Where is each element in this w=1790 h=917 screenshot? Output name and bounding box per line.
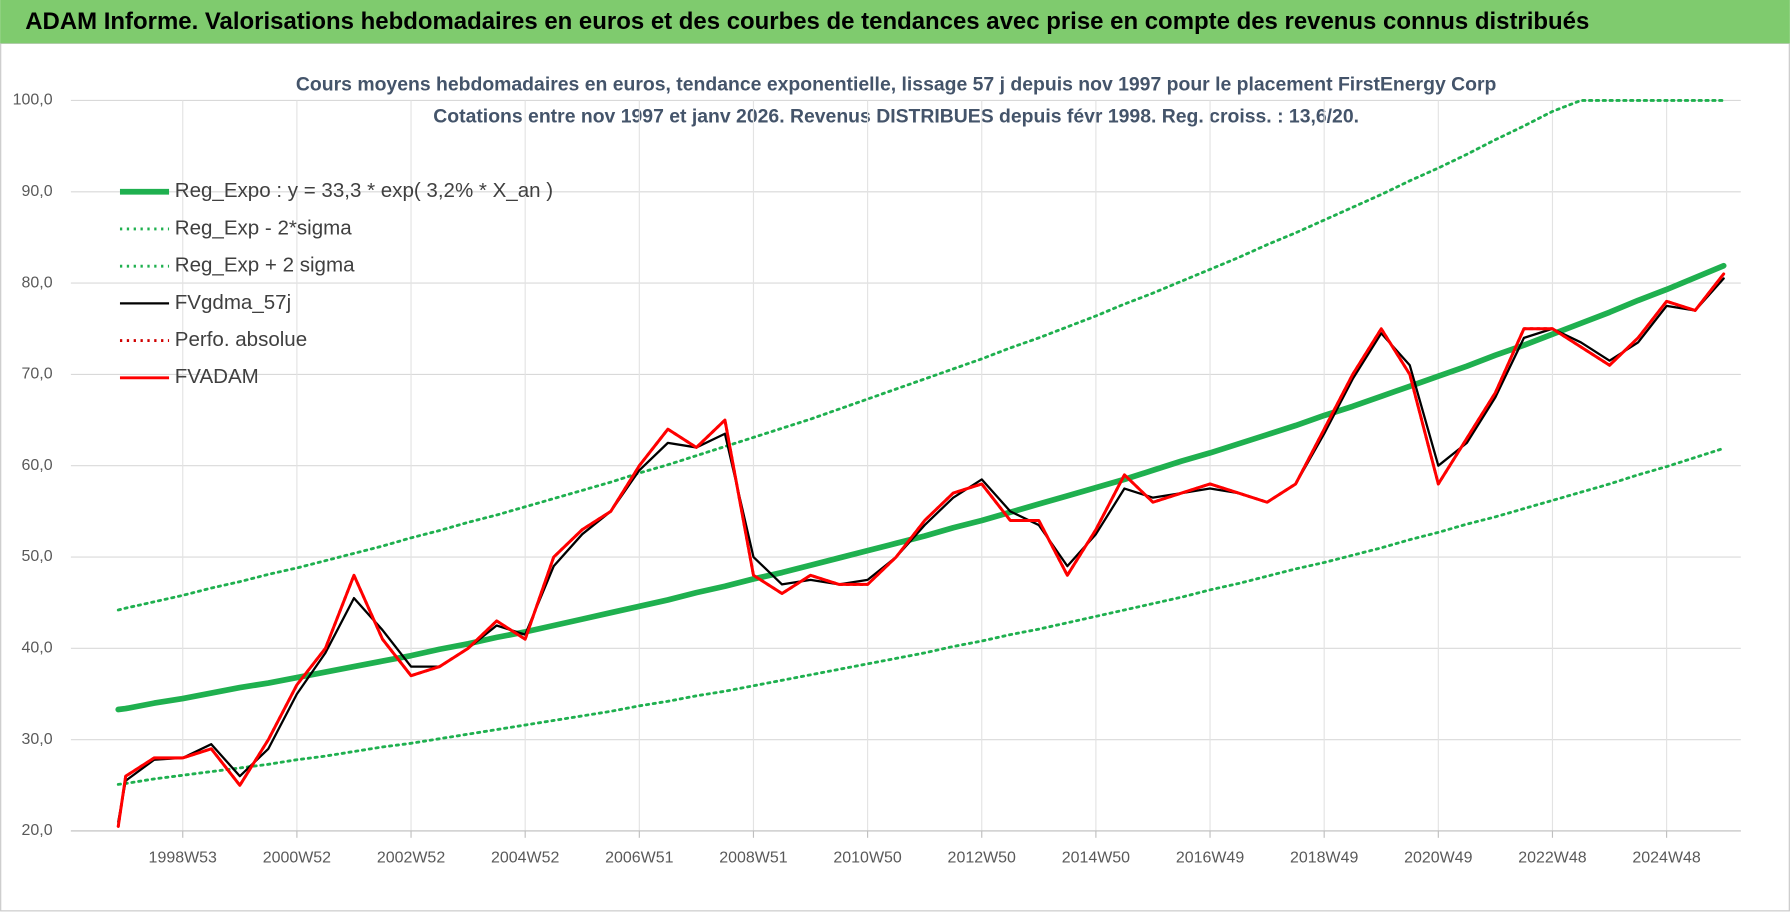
x-tick-label: 2010W50: [833, 850, 901, 867]
y-tick-label: 30,0: [22, 731, 53, 748]
x-tick-label: 2024W48: [1632, 850, 1700, 867]
x-tick-label: 1998W53: [149, 850, 217, 867]
y-tick-label: 100,0: [13, 92, 53, 109]
x-tick-label: 2006W51: [605, 850, 673, 867]
legend-label: Reg_Expo : y = 33,3 * exp( 3,2% * X_an ): [175, 179, 553, 202]
y-tick-label: 20,0: [22, 822, 53, 839]
y-tick-label: 50,0: [22, 548, 53, 565]
x-tick-label: 2020W49: [1404, 850, 1472, 867]
legend-label: Reg_Exp - 2*sigma: [175, 216, 352, 239]
y-tick-label: 70,0: [22, 366, 53, 383]
y-tick-label: 80,0: [22, 274, 53, 291]
y-tick-label: 90,0: [22, 183, 53, 200]
x-tick-label: 2016W49: [1176, 850, 1244, 867]
y-tick-label: 60,0: [22, 457, 53, 474]
legend-label: Reg_Exp + 2 sigma: [175, 254, 355, 277]
series-line: [116, 446, 1726, 786]
x-tick-label: 2012W50: [948, 850, 1016, 867]
x-tick-label: 2018W49: [1290, 850, 1358, 867]
grid: 20,0 30,0 40,0 50,0 60,0 70,0 80,0 90,0 100,0 199…: [13, 92, 1741, 867]
y-tick-label: 40,0: [22, 640, 53, 657]
x-tick-label: 2022W48: [1518, 850, 1586, 867]
chart-subtitle: Cotations entre nov 1997 et janv 2026. R…: [433, 106, 1359, 128]
legend-label: Perfo. absolue: [175, 328, 307, 351]
x-tick-label: 2002W52: [377, 850, 445, 867]
x-tick-label: 2008W51: [719, 850, 787, 867]
series-line: [116, 99, 1726, 612]
header-bar: [0, 0, 1790, 44]
chart-title: Cours moyens hebdomadaires en euros, ten…: [296, 74, 1497, 96]
legend: Reg_Expo : y = 33,3 * exp( 3,2% * X_an )…: [119, 179, 553, 388]
series-line: [116, 272, 1726, 828]
x-tick-label: 2004W52: [491, 850, 559, 867]
x-tick-label: 2000W52: [263, 850, 331, 867]
x-tick-label: 2014W50: [1062, 850, 1130, 867]
plot-area: [115, 99, 1727, 828]
legend-label: FVgdma_57j: [175, 291, 291, 314]
header-title: ADAM Informe. Valorisations hebdomadaire…: [25, 8, 1589, 35]
legend-label: FVADAM: [175, 365, 259, 388]
